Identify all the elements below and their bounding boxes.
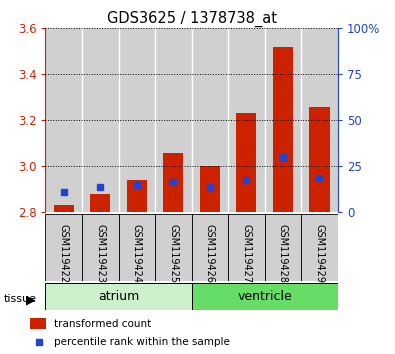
- Bar: [192, 28, 228, 212]
- Bar: [118, 28, 155, 212]
- Bar: [30, 319, 47, 329]
- Bar: [155, 214, 192, 281]
- Text: GSM119427: GSM119427: [241, 224, 251, 284]
- Bar: [163, 153, 183, 212]
- Bar: [127, 180, 147, 212]
- Bar: [192, 214, 228, 281]
- Text: GSM119426: GSM119426: [205, 224, 215, 283]
- Text: GSM119424: GSM119424: [132, 224, 142, 283]
- Bar: [301, 28, 338, 212]
- Bar: [54, 206, 74, 212]
- Text: GSM119428: GSM119428: [278, 224, 288, 283]
- Bar: [265, 214, 301, 281]
- Text: atrium: atrium: [98, 290, 139, 303]
- Bar: [155, 28, 192, 212]
- Bar: [192, 283, 338, 310]
- Text: GSM119425: GSM119425: [168, 224, 178, 284]
- Bar: [82, 28, 118, 212]
- Bar: [309, 107, 329, 212]
- Text: GSM119423: GSM119423: [95, 224, 105, 283]
- Title: GDS3625 / 1378738_at: GDS3625 / 1378738_at: [107, 11, 276, 27]
- Bar: [236, 114, 256, 212]
- Bar: [200, 166, 220, 212]
- Bar: [90, 194, 110, 212]
- Text: transformed count: transformed count: [54, 319, 151, 329]
- Text: ▶: ▶: [26, 293, 35, 306]
- Bar: [228, 28, 265, 212]
- Bar: [265, 28, 301, 212]
- Bar: [118, 214, 155, 281]
- Text: GSM119422: GSM119422: [59, 224, 69, 284]
- Text: GSM119429: GSM119429: [314, 224, 324, 283]
- Bar: [301, 214, 338, 281]
- Text: percentile rank within the sample: percentile rank within the sample: [54, 337, 229, 347]
- Bar: [45, 283, 192, 310]
- Bar: [82, 214, 118, 281]
- Text: tissue: tissue: [4, 294, 37, 304]
- Bar: [228, 214, 265, 281]
- Bar: [273, 47, 293, 212]
- Bar: [45, 28, 82, 212]
- Text: ventricle: ventricle: [237, 290, 292, 303]
- Bar: [45, 214, 82, 281]
